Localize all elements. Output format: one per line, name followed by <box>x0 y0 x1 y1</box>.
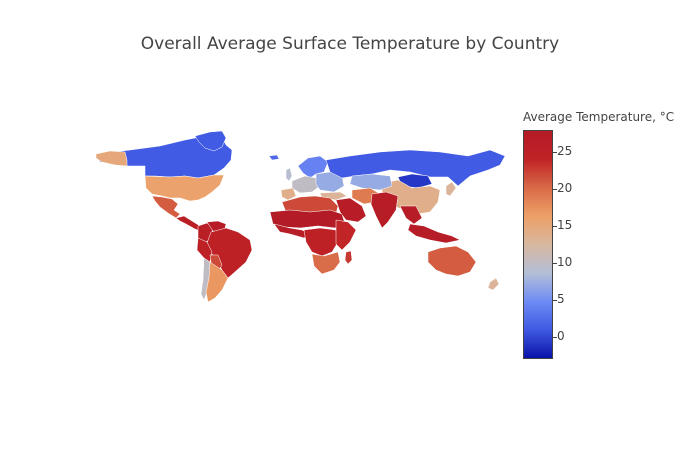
colorbar-tick-label: 5 <box>557 291 565 306</box>
colorbar-title: Average Temperature, °C <box>523 110 675 124</box>
region-alaska[interactable] <box>95 150 128 167</box>
region-madagascar[interactable] <box>344 250 353 265</box>
region-india[interactable] <box>370 191 399 229</box>
colorbar-tick-mark <box>553 189 557 191</box>
world-map[interactable] <box>70 125 515 310</box>
colorbar-tick-mark <box>553 152 557 154</box>
region-scandinavia[interactable] <box>297 155 329 179</box>
colorbar-tick-label: 25 <box>557 144 573 159</box>
region-southeast-asia[interactable] <box>399 205 423 225</box>
colorbar-tick-label: 20 <box>557 181 573 196</box>
colorbar-tick-mark <box>553 336 557 338</box>
region-japan[interactable] <box>445 181 457 197</box>
region-sahel[interactable] <box>269 209 346 229</box>
map-svg <box>95 130 506 303</box>
region-indonesia[interactable] <box>407 223 461 244</box>
region-argentina[interactable] <box>205 261 229 303</box>
region-iceland[interactable] <box>268 154 280 161</box>
region-greenland[interactable] <box>194 130 227 152</box>
colorbar-tick-label: 15 <box>557 218 573 233</box>
region-east-africa[interactable] <box>335 219 357 251</box>
region-kazakhstan[interactable] <box>349 173 393 191</box>
colorbar-tick-mark <box>553 299 557 301</box>
region-iberia[interactable] <box>280 187 297 201</box>
region-united-kingdom[interactable] <box>285 167 293 182</box>
region-new-zealand[interactable] <box>487 277 500 291</box>
region-central-africa[interactable] <box>303 227 339 257</box>
chart-title: Overall Average Surface Temperature by C… <box>140 34 560 54</box>
region-australia[interactable] <box>427 245 477 277</box>
region-mexico[interactable] <box>151 195 181 219</box>
colorbar-tick-label: 10 <box>557 254 573 269</box>
region-arabian-peninsula[interactable] <box>335 197 367 223</box>
colorbar-tick-mark <box>553 226 557 228</box>
region-united-states[interactable] <box>144 174 225 202</box>
colorbar <box>523 130 553 359</box>
region-southern-africa[interactable] <box>311 251 341 275</box>
colorbar-tick-mark <box>553 262 557 264</box>
colorbar-tick-label: 0 <box>557 328 565 343</box>
region-brazil[interactable] <box>205 227 253 279</box>
